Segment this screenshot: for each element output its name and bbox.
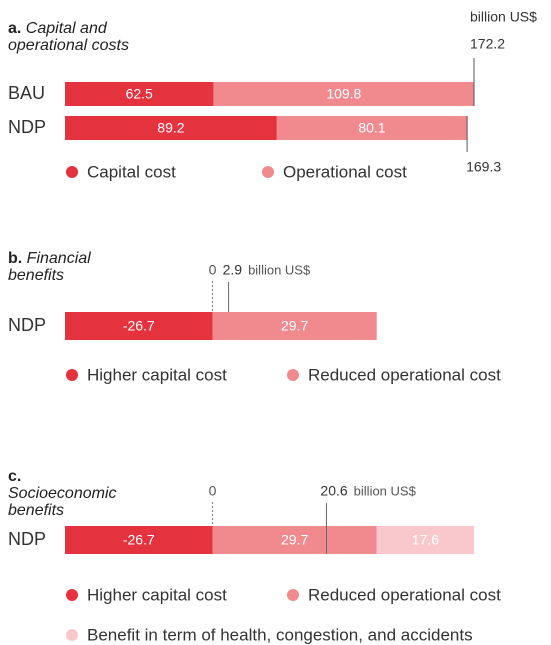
value-label: 17.6 xyxy=(412,532,439,548)
legend-label: Higher capital cost xyxy=(87,365,227,384)
panel-title: b. Financial benefits xyxy=(8,250,108,284)
legend-swatch xyxy=(287,369,299,381)
bar-segment xyxy=(65,312,213,340)
value-label: 109.8 xyxy=(326,86,361,102)
legend-swatch xyxy=(66,166,78,178)
category-label: NDP xyxy=(8,529,46,549)
bar-segment xyxy=(213,82,475,106)
bar-segment xyxy=(65,116,277,140)
total-label: 172.2 xyxy=(470,36,505,52)
total-label: 169.3 xyxy=(466,159,501,175)
legend-label: Higher capital cost xyxy=(87,585,227,604)
legend-swatch xyxy=(66,589,78,601)
panel-label: c. xyxy=(8,468,22,485)
x-tick-label: 0 xyxy=(209,262,217,278)
value-label: 29.7 xyxy=(281,318,308,334)
value-label: 62.5 xyxy=(126,86,153,102)
legend-swatch xyxy=(66,369,78,381)
legend-swatch xyxy=(66,629,78,641)
panel-title: a. Capital and operational costs xyxy=(8,20,188,54)
legend-swatch xyxy=(287,589,299,601)
bar-segment xyxy=(212,526,377,554)
unit-label: billion US$ xyxy=(470,9,537,25)
panel-title-text: Financial benefits xyxy=(8,250,91,284)
value-label: 89.2 xyxy=(157,120,184,136)
category-label: NDP xyxy=(8,315,46,335)
bar-segment xyxy=(65,526,213,554)
legend-swatch xyxy=(262,166,274,178)
value-label: 80.1 xyxy=(358,120,385,136)
panel-label: a. xyxy=(8,20,22,37)
net-label: 20.6 xyxy=(320,483,347,499)
bar-segment xyxy=(212,312,377,340)
category-label: NDP xyxy=(8,117,46,137)
legend-label: Benefit in term of health, congestion, a… xyxy=(87,625,473,644)
legend-label: Reduced operational cost xyxy=(308,365,501,384)
unit-label: billion US$ xyxy=(354,483,417,498)
panel-label: b. xyxy=(8,250,23,267)
legend-label: Capital cost xyxy=(87,162,176,181)
bar-segment xyxy=(376,526,474,554)
panel-title-text: Capital and operational costs xyxy=(8,20,129,54)
value-label: -26.7 xyxy=(123,318,155,334)
unit-label: billion US$ xyxy=(248,262,311,277)
legend-label: Reduced operational cost xyxy=(308,585,501,604)
panel-title: c. Socioeconomic benefits xyxy=(8,468,128,519)
bar-segment xyxy=(276,116,468,140)
value-label: 29.7 xyxy=(281,532,308,548)
category-label: BAU xyxy=(8,83,45,103)
value-label: -26.7 xyxy=(123,532,155,548)
net-label: 2.9 xyxy=(223,262,243,278)
panel-title-text: Socioeconomic benefits xyxy=(8,485,117,519)
legend-label: Operational cost xyxy=(283,162,407,181)
bar-segment xyxy=(65,82,214,106)
x-tick-label: 0 xyxy=(209,483,217,499)
